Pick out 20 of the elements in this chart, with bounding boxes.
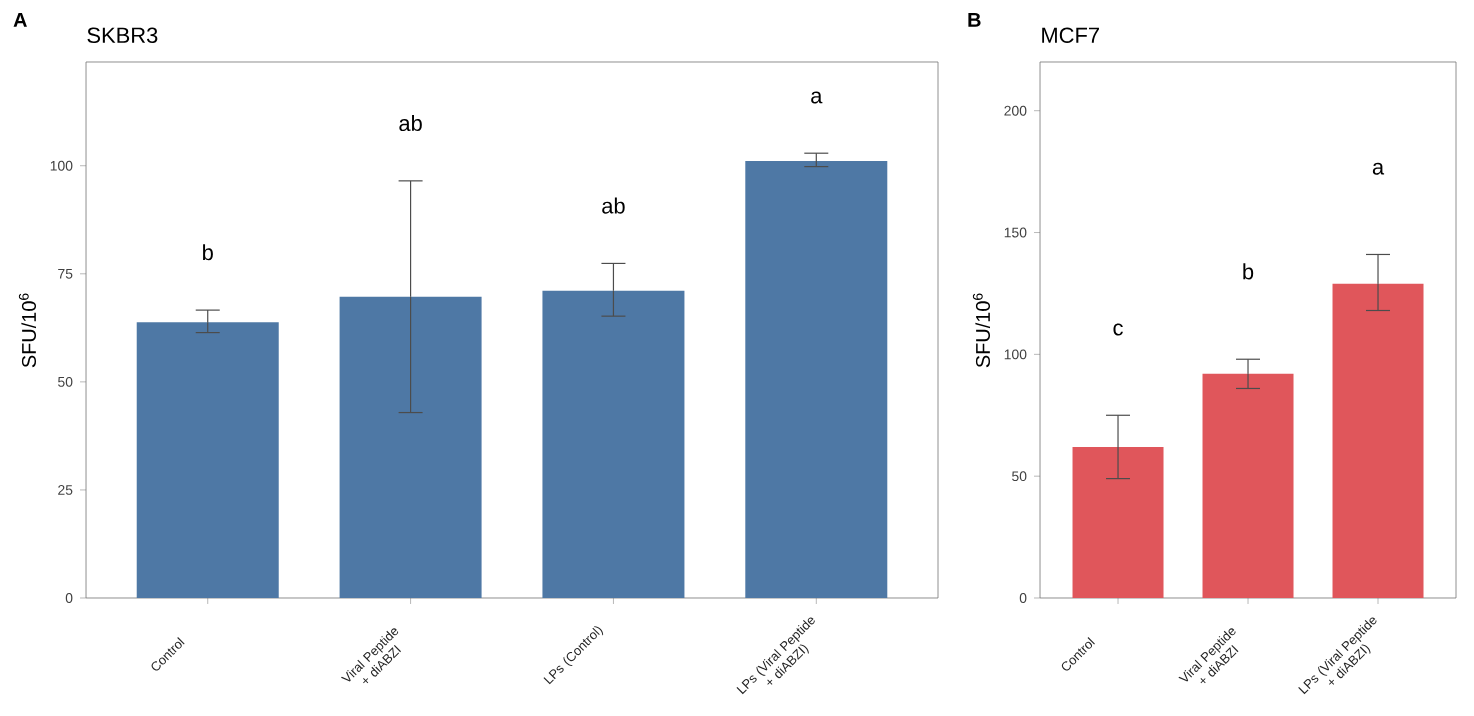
bar — [745, 160, 888, 598]
bar — [1202, 373, 1294, 598]
annotation: ab — [602, 197, 625, 214]
annotation: ab — [399, 114, 422, 131]
bar — [1072, 446, 1164, 598]
bar — [136, 321, 279, 598]
text: A — [13, 12, 27, 27]
annotation: a — [1372, 162, 1385, 175]
bar — [1332, 283, 1424, 598]
chart-title: SKBR3 — [87, 27, 158, 43]
annotation: c — [1113, 323, 1123, 336]
chart-title: MCF7 — [1042, 27, 1099, 43]
y-axis-title: SFU/10$^{6}$ — [18, 293, 37, 367]
annotation: b — [203, 243, 213, 260]
bar — [339, 296, 482, 598]
annotation: b — [1243, 262, 1254, 279]
annotation: a — [811, 90, 823, 103]
text: B — [968, 12, 981, 27]
y-axis-title: SFU/10$^{6}$ — [972, 293, 991, 367]
bar — [542, 290, 685, 598]
